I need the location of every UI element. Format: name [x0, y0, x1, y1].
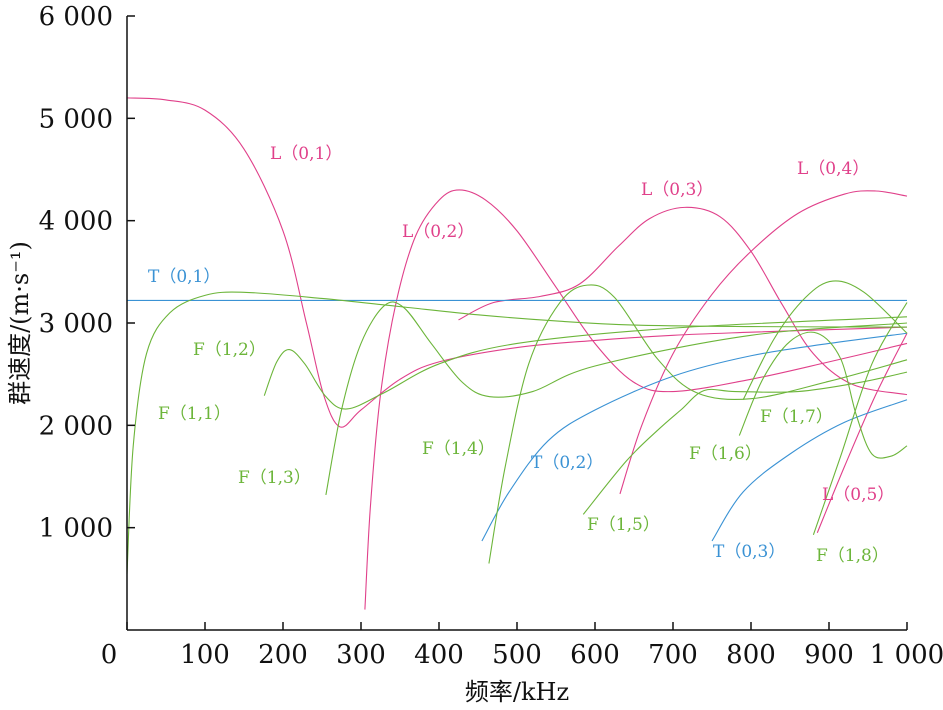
ticks: 0 100 200 300 400 500 600 700 800 900 1 000 1 000 2 … — [39, 2, 943, 670]
series-line-f-11 — [488, 284, 908, 564]
x-tick-label: 200 — [258, 640, 308, 670]
x-tick-label: 600 — [570, 640, 620, 670]
series-line-f-13 — [738, 331, 908, 459]
y-tick-label: 3 000 — [39, 309, 113, 339]
curve-label: F（1,8） — [816, 546, 889, 566]
y-axis-label: 群速度/(m·s⁻¹) — [6, 241, 34, 405]
curve-label: L（0,3） — [641, 180, 713, 200]
curve-label: F（1,4） — [422, 439, 495, 459]
series-line-f-8 — [126, 291, 908, 574]
curve-label: T（0,3） — [713, 542, 785, 562]
series-line-f-12 — [582, 371, 908, 515]
series-line-l-4 — [816, 332, 908, 533]
curve-label: T（0,1） — [148, 267, 220, 287]
series-line-f-10 — [325, 301, 908, 496]
curve-label: F（1,7） — [760, 407, 833, 427]
curve-label: F（1,3） — [238, 468, 311, 488]
series-line-f-9 — [263, 316, 908, 410]
x-tick-label: 300 — [336, 640, 386, 670]
series-line-l-3 — [619, 190, 908, 495]
x-tick-label: 700 — [648, 640, 698, 670]
x-axis-label: 频率/kHz — [465, 678, 569, 706]
curve-label: T（0,2） — [531, 453, 603, 473]
curve-label: L（0,4） — [797, 159, 869, 179]
x-tick-label: 400 — [414, 640, 464, 670]
series-line-t-6 — [481, 332, 908, 542]
y-tick-label: 2 000 — [39, 411, 113, 441]
x-tick-label: 900 — [804, 640, 854, 670]
x-tick-label: 1 000 — [870, 640, 943, 670]
y-tick-label: 6 000 — [39, 2, 113, 32]
y-tick-label: 4 000 — [39, 207, 113, 237]
series-line-l-2 — [458, 206, 908, 396]
series-line-f-15 — [812, 302, 908, 536]
y-tick-label: 5 000 — [39, 104, 113, 134]
curve-label: L（0,5） — [822, 485, 894, 505]
x-tick-label: 0 — [101, 640, 118, 670]
curve-label: L（0,1） — [270, 144, 342, 164]
series-line-f-14 — [742, 280, 908, 400]
curve-label: F（1,5） — [587, 515, 660, 535]
x-tick-label: 100 — [180, 640, 230, 670]
curves — [126, 97, 908, 610]
y-tick-label: 1 000 — [39, 514, 113, 544]
series-line-l-1 — [364, 189, 908, 610]
curve-label: F（1,1） — [158, 404, 231, 424]
axes — [126, 16, 907, 631]
curve-labels: L（0,1） L（0,2） L（0,3） L（0,4） L（0,5） T（0,1） T（0,… — [148, 144, 894, 566]
series-line-t-7 — [711, 399, 908, 542]
x-tick-label: 800 — [726, 640, 776, 670]
series-line-l-0 — [126, 97, 908, 428]
curve-label: F（1,2） — [193, 340, 266, 360]
x-tick-label: 500 — [492, 640, 542, 670]
curve-label: L（0,2） — [402, 222, 474, 242]
curve-label: F（1,6） — [689, 444, 762, 464]
